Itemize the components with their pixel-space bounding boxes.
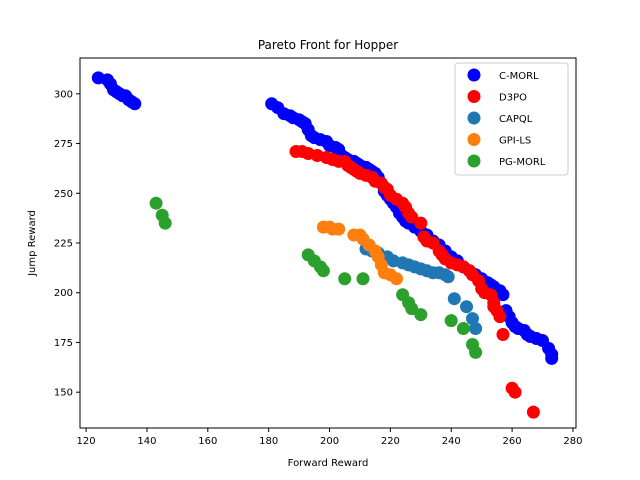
data-point [496, 328, 510, 341]
data-point [508, 385, 522, 399]
data-point [545, 351, 559, 365]
legend-marker [467, 111, 481, 125]
data-point [332, 222, 346, 236]
x-tick-label: 260 [503, 436, 522, 447]
legend: C-MORL D3PO CAPQL GPI-LS PG-MORL [454, 62, 569, 176]
y-tick-label: 175 [54, 338, 73, 349]
data-point [356, 272, 370, 286]
y-tick-label: 300 [54, 89, 73, 100]
data-point [128, 97, 142, 111]
legend-label: CAPQL [499, 114, 533, 125]
x-axis: 120 140 160 180 200 220 240 260 280 [77, 428, 583, 447]
y-tick-label: 225 [54, 239, 73, 250]
x-tick-label: 120 [77, 436, 96, 447]
plot-area [91, 71, 559, 419]
x-tick-label: 180 [259, 436, 278, 447]
chart-title: Pareto Front for Hopper [258, 38, 398, 52]
y-tick-label: 250 [54, 189, 73, 200]
legend-label: D3PO [499, 93, 527, 104]
series-gpi-ls [316, 220, 403, 286]
data-point [149, 196, 163, 210]
x-axis-label: Forward Reward [288, 458, 369, 469]
data-point [496, 288, 510, 302]
y-axis-label: Jump Reward [27, 210, 38, 277]
y-axis: 150 175 200 225 250 275 300 [54, 89, 80, 399]
legend-label: PG-MORL [499, 157, 546, 168]
legend-marker [467, 90, 481, 103]
legend-box [454, 62, 569, 176]
x-tick-label: 160 [198, 436, 217, 447]
data-point [414, 308, 428, 322]
legend-marker [467, 133, 481, 146]
x-tick-label: 220 [381, 436, 400, 447]
legend-label: GPI-LS [499, 136, 531, 147]
data-point [158, 216, 172, 230]
legend-marker [467, 68, 481, 82]
data-point [447, 292, 461, 306]
y-tick-label: 200 [54, 288, 73, 299]
data-point [469, 345, 483, 359]
data-point [460, 300, 473, 314]
data-point [338, 272, 352, 286]
data-point [316, 264, 330, 278]
data-point [466, 312, 479, 326]
y-tick-label: 150 [54, 388, 73, 399]
x-tick-label: 240 [442, 436, 461, 447]
series-pg-morl [149, 196, 483, 359]
series-d3po [289, 145, 540, 419]
y-tick-label: 275 [54, 139, 73, 150]
x-tick-label: 200 [320, 436, 339, 447]
data-point [469, 322, 483, 335]
data-point [414, 216, 428, 230]
data-point [526, 405, 540, 419]
x-tick-label: 140 [137, 436, 156, 447]
data-point [441, 270, 455, 284]
legend-label: C-MORL [499, 71, 539, 82]
data-point [493, 310, 507, 324]
x-tick-label: 280 [563, 436, 582, 447]
legend-marker [467, 154, 481, 168]
data-point [444, 314, 458, 328]
data-point [390, 272, 403, 286]
data-point [456, 322, 470, 335]
